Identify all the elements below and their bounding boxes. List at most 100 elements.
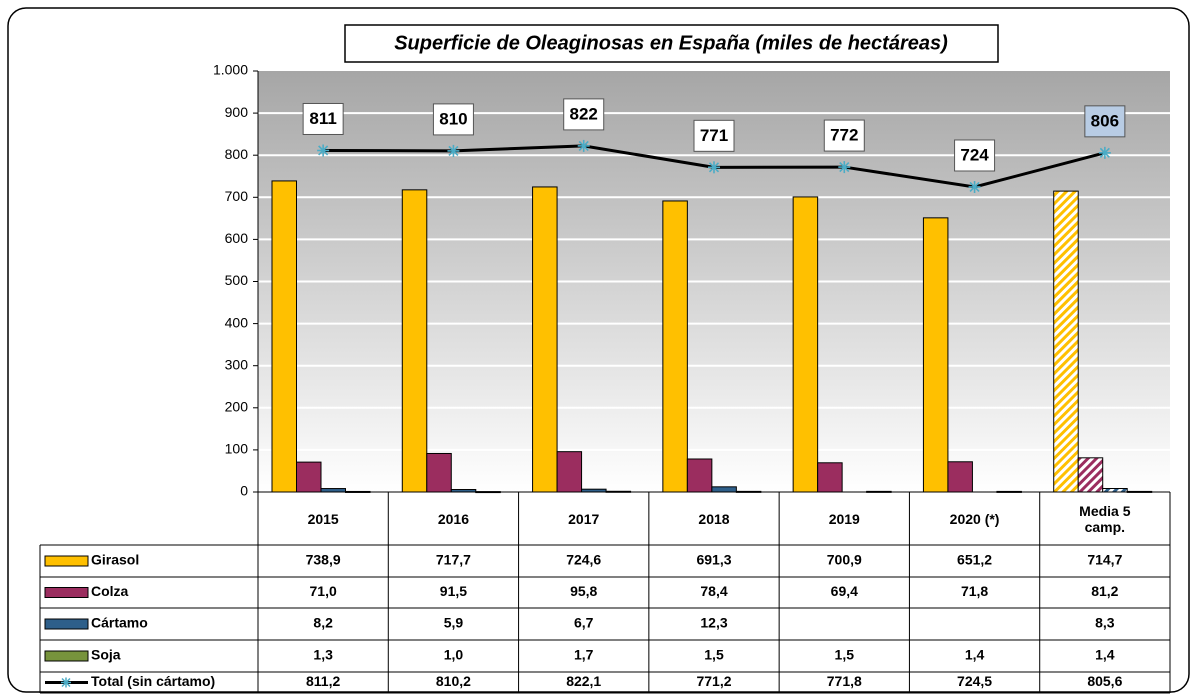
chart-title: Superficie de Oleaginosas en España (mil… xyxy=(394,32,948,54)
table-value: 5,9 xyxy=(444,615,464,631)
data-label-box xyxy=(823,119,865,152)
x-tick-label: 2017 xyxy=(568,510,600,527)
bar xyxy=(271,180,297,493)
table-value: 738,9 xyxy=(306,552,341,568)
y-tick-label: 300 xyxy=(225,356,249,372)
table-value: 724,6 xyxy=(566,552,601,568)
marker xyxy=(447,144,460,157)
table-value: 78,4 xyxy=(700,583,727,599)
y-tick-label: 500 xyxy=(225,272,249,288)
bar xyxy=(922,217,949,493)
y-tick-label: 0 xyxy=(240,483,248,499)
marker xyxy=(968,180,981,193)
y-tick-label: 900 xyxy=(225,104,249,120)
title-box xyxy=(344,24,999,63)
bar xyxy=(947,461,973,493)
marker-stroke xyxy=(318,145,329,156)
marker-stroke xyxy=(1099,147,1110,158)
bar xyxy=(296,461,322,493)
table-value: 12,3 xyxy=(700,615,727,631)
table-value: 1,4 xyxy=(965,647,985,663)
bar xyxy=(1053,190,1079,493)
table-value: 81,2 xyxy=(1091,583,1118,599)
bar xyxy=(792,196,819,493)
table-value: 1,5 xyxy=(704,647,724,663)
marker-stroke xyxy=(969,181,980,193)
table-value: 8,3 xyxy=(1095,615,1115,631)
table-value: 8,2 xyxy=(313,615,333,631)
category-cell: 2015 xyxy=(307,510,339,527)
data-label-box xyxy=(1084,105,1126,138)
table-value: 700,9 xyxy=(827,552,862,568)
bar xyxy=(686,458,713,493)
bar xyxy=(556,451,583,493)
data-label: 772 xyxy=(830,126,858,145)
bar xyxy=(662,200,688,493)
category-cell: 2020 (*) xyxy=(950,511,1000,527)
marker-stroke xyxy=(578,140,589,151)
data-label: 810 xyxy=(439,109,467,128)
legend-label: Cártamo xyxy=(91,615,148,631)
marker xyxy=(317,144,330,157)
bar xyxy=(426,452,452,493)
legend-marker xyxy=(61,677,71,688)
data-label-box xyxy=(432,103,474,136)
data-label: 771 xyxy=(700,126,728,145)
marker-stroke xyxy=(448,145,459,156)
category-cell: 2019 xyxy=(829,511,860,527)
y-tick-label: 700 xyxy=(225,188,249,204)
legend-label: Soja xyxy=(91,647,121,663)
marker-stroke xyxy=(708,162,720,173)
x-tick-label: 2018 xyxy=(698,510,730,527)
marker-stroke xyxy=(839,162,850,173)
bar xyxy=(401,189,428,493)
y-tick-label: 800 xyxy=(225,146,249,162)
data-label: 724 xyxy=(960,145,989,164)
table-value: 822,1 xyxy=(566,673,601,689)
table-value: 1,4 xyxy=(1095,647,1115,663)
data-label: 811 xyxy=(309,109,336,128)
x-tick-label: 2015 xyxy=(307,510,339,527)
legend-swatch xyxy=(44,650,89,662)
data-label: 822 xyxy=(570,104,598,123)
table-value: 810,2 xyxy=(436,673,471,689)
data-label-box xyxy=(693,119,735,152)
y-tick-label: 1.000 xyxy=(213,62,248,78)
y-tick-label: 200 xyxy=(225,399,249,415)
table-value: 1,5 xyxy=(835,647,855,663)
table-value: 71,8 xyxy=(961,583,988,599)
legend-label: Total (sin cártamo) xyxy=(91,673,215,689)
table-value: 91,5 xyxy=(440,583,467,599)
category-cell: Media 5 camp. xyxy=(1079,502,1131,535)
legend-swatch xyxy=(44,618,89,630)
table-value: 714,7 xyxy=(1087,552,1122,568)
x-tick-label: Media 5 camp. xyxy=(1079,502,1131,535)
data-label-box xyxy=(954,139,996,172)
bar xyxy=(817,462,843,493)
table-value: 724,5 xyxy=(957,673,992,689)
legend-swatch xyxy=(44,555,89,567)
y-tick-label: 400 xyxy=(225,314,249,330)
legend-swatch xyxy=(44,587,89,598)
data-label-box xyxy=(563,98,605,131)
table-value: 811,2 xyxy=(306,673,340,689)
x-tick-label: 2016 xyxy=(437,510,469,527)
table-value: 71,0 xyxy=(310,583,337,599)
table-value: 717,7 xyxy=(436,552,471,568)
bar xyxy=(1077,457,1104,493)
y-tick-label: 100 xyxy=(225,441,249,457)
bar xyxy=(532,186,558,493)
y-tick-label: 600 xyxy=(225,230,249,246)
marker xyxy=(838,161,851,174)
legend-label: Colza xyxy=(91,583,129,599)
category-cell: 2018 xyxy=(698,510,730,527)
table-value: 651,2 xyxy=(957,552,992,568)
category-cell: 2016 xyxy=(437,510,469,527)
table-value: 1,7 xyxy=(574,647,594,663)
category-cell: 2017 xyxy=(568,510,600,527)
table-value: 1,0 xyxy=(444,647,464,663)
table-value: 95,8 xyxy=(570,583,597,599)
table-value: 691,3 xyxy=(696,552,731,568)
legend-label: Girasol xyxy=(91,552,139,568)
